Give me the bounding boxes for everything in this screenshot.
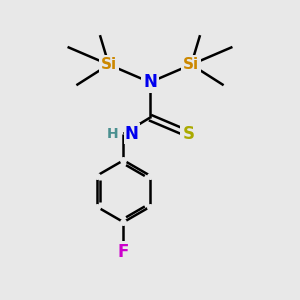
Text: N: N xyxy=(143,73,157,91)
Text: F: F xyxy=(118,243,129,261)
Text: N: N xyxy=(125,125,139,143)
Text: H: H xyxy=(106,127,118,141)
Text: S: S xyxy=(182,125,194,143)
Text: Si: Si xyxy=(183,57,199,72)
Text: Si: Si xyxy=(101,57,117,72)
